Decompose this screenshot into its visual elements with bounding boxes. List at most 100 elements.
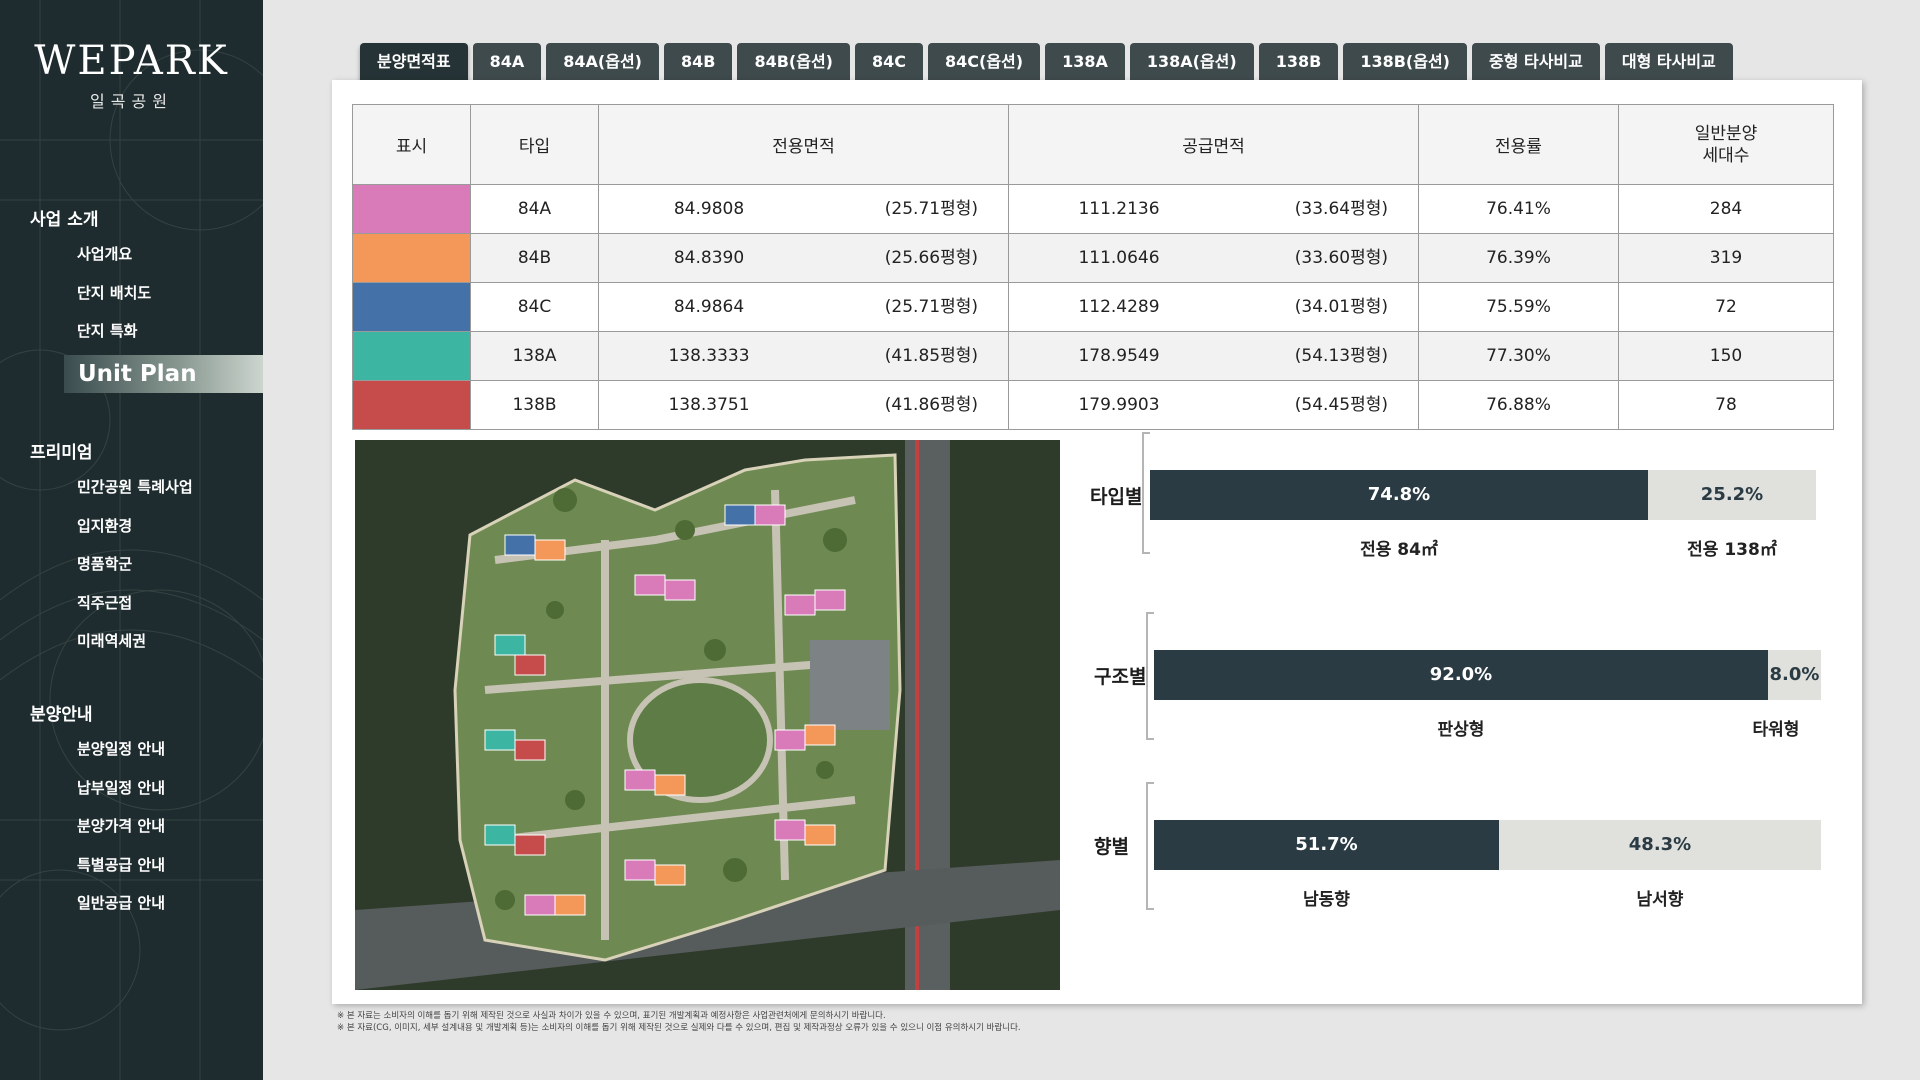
- cell-exclusive: 138.3751 (41.86평형): [598, 380, 1009, 430]
- stat-bracket: [1142, 432, 1150, 554]
- sidebar: WEPARK 일곡공원 사업 소개 사업개요 단지 배치도 단지 특화 Unit…: [0, 0, 263, 1080]
- nav-group-premium: 프리미엄 민간공원 특례사업 입지환경 명품학군 직주근접 미래역세권: [0, 438, 263, 661]
- tab-84a[interactable]: 84A: [472, 43, 542, 81]
- sidebar-item-station[interactable]: 미래역세권: [77, 632, 147, 650]
- supply-area: 178.9549: [1078, 346, 1160, 366]
- cell-type: 84C: [470, 282, 599, 332]
- exclusive-area: 138.3333: [668, 346, 750, 366]
- cell-type: 138B: [470, 380, 599, 430]
- tab-84c-option[interactable]: 84C(옵션): [928, 43, 1041, 81]
- supply-area: 111.2136: [1078, 199, 1160, 219]
- stat-title: 향별: [1094, 836, 1129, 858]
- type-color-swatch: [352, 331, 471, 381]
- stat-bar-segment-secondary: 48.3%: [1499, 820, 1821, 870]
- exclusive-pyeong: (25.71평형): [884, 199, 978, 219]
- table-row: 138A 138.3333 (41.85평형) 178.9549 (54.13평형) 77…: [352, 331, 1834, 381]
- sidebar-item-schedule[interactable]: 분양일정 안내: [77, 740, 166, 758]
- tab-84a-option[interactable]: 84A(옵션): [546, 43, 659, 81]
- nav-group-title: 사업 소개: [30, 210, 99, 230]
- sidebar-item-general-supply[interactable]: 일반공급 안내: [77, 894, 166, 912]
- supply-pyeong: (33.64평형): [1294, 199, 1388, 219]
- cell-exclusive: 84.9808 (25.71평형): [598, 184, 1009, 234]
- stat-label-secondary: 타워형: [1752, 720, 1800, 740]
- supply-pyeong: (54.45평형): [1294, 395, 1388, 415]
- stat-title: 타입별: [1090, 486, 1143, 508]
- stat-label-primary: 전용 84㎡: [1360, 540, 1438, 560]
- cell-ratio: 75.59%: [1418, 282, 1619, 332]
- sidebar-item-park-project[interactable]: 민간공원 특례사업: [77, 478, 193, 496]
- cell-households: 150: [1618, 331, 1834, 381]
- stat-bar: 92.0% 8.0%: [1154, 650, 1821, 700]
- stat-label-secondary: 전용 138㎡: [1687, 540, 1777, 560]
- site-plan-image: [355, 440, 1060, 990]
- table-row: 84C 84.9864 (25.71평형) 112.4289 (34.01평형) 75.5…: [352, 282, 1834, 332]
- cell-supply: 112.4289 (34.01평형): [1008, 282, 1419, 332]
- exclusive-area: 84.9864: [673, 297, 745, 317]
- cell-type: 138A: [470, 331, 599, 381]
- col-households: 일반분양 세대수: [1618, 104, 1834, 185]
- sidebar-item-unit-plan[interactable]: Unit Plan: [64, 354, 263, 393]
- tab-large-compare[interactable]: 대형 타사비교: [1604, 43, 1733, 81]
- cell-households: 78: [1618, 380, 1834, 430]
- cell-supply: 179.9903 (54.45평형): [1008, 380, 1419, 430]
- exclusive-area: 138.3751: [668, 395, 750, 415]
- stat-label-primary: 남동향: [1303, 890, 1350, 910]
- tab-84c[interactable]: 84C: [854, 43, 923, 81]
- stat-label-primary: 판상형: [1437, 720, 1485, 740]
- nav-group-sales: 분양안내 분양일정 안내 납부일정 안내 분양가격 안내 특별공급 안내 일반공…: [0, 700, 263, 923]
- stat-title: 구조별: [1094, 666, 1147, 688]
- cell-ratio: 77.30%: [1418, 331, 1619, 381]
- tab-138a-option[interactable]: 138A(옵션): [1129, 43, 1254, 81]
- sidebar-item-overview[interactable]: 사업개요: [77, 245, 133, 263]
- nav-group-title: 분양안내: [30, 705, 93, 725]
- exclusive-area: 84.8390: [673, 248, 745, 268]
- stat-bar: 51.7% 48.3%: [1154, 820, 1821, 870]
- type-color-swatch: [352, 233, 471, 283]
- table-header-row: 표시 타입 전용면적 공급면적 전용률 일반분양 세대수: [352, 104, 1834, 185]
- tab-84b[interactable]: 84B: [663, 43, 733, 81]
- site-plan-drawing: [355, 440, 1060, 990]
- exclusive-pyeong: (25.66평형): [884, 248, 978, 268]
- exclusive-area: 84.9808: [673, 199, 745, 219]
- cell-households: 319: [1618, 233, 1834, 283]
- col-supply: 공급면적: [1008, 104, 1419, 185]
- sidebar-item-site-layout[interactable]: 단지 배치도: [77, 283, 152, 302]
- table-row: 138B 138.3751 (41.86평형) 179.9903 (54.45평형) 76…: [352, 380, 1834, 430]
- tab-138b-option[interactable]: 138B(옵션): [1343, 43, 1467, 81]
- stat-bar-segment-primary: 74.8%: [1150, 470, 1648, 520]
- brand-subtitle: 일곡공원: [90, 92, 173, 111]
- supply-pyeong: (34.01평형): [1294, 297, 1388, 317]
- type-color-swatch: [352, 282, 471, 332]
- sidebar-item-special-supply[interactable]: 특별공급 안내: [77, 855, 166, 874]
- stat-bar-segment-primary: 92.0%: [1154, 650, 1768, 700]
- tab-138a[interactable]: 138A: [1045, 43, 1125, 81]
- nav-group-intro: 사업 소개 사업개요 단지 배치도 단지 특화 Unit Plan: [0, 205, 263, 393]
- tab-84b-option[interactable]: 84B(옵션): [737, 43, 850, 81]
- supply-area: 111.0646: [1078, 248, 1160, 268]
- sidebar-item-price[interactable]: 분양가격 안내: [77, 817, 166, 835]
- brand-name: WEPARK: [34, 38, 229, 84]
- tab-bar: 분양면적표 84A 84A(옵션) 84B 84B(옵션) 84C 84C(옵션…: [360, 43, 1733, 81]
- tab-mid-compare[interactable]: 중형 타사비교: [1471, 43, 1600, 81]
- cell-ratio: 76.88%: [1418, 380, 1619, 430]
- sidebar-item-special[interactable]: 단지 특화: [77, 322, 138, 340]
- sidebar-item-jobs[interactable]: 직주근접: [77, 593, 133, 612]
- sidebar-item-schools[interactable]: 명품학군: [77, 555, 133, 573]
- tab-138b[interactable]: 138B: [1258, 43, 1339, 81]
- type-color-swatch: [352, 380, 471, 430]
- cell-exclusive: 84.8390 (25.66평형): [598, 233, 1009, 283]
- cell-ratio: 76.41%: [1418, 184, 1619, 234]
- supply-area: 179.9903: [1078, 395, 1160, 415]
- sidebar-pattern: [0, 0, 263, 1080]
- content-panel: 표시 타입 전용면적 공급면적 전용률 일반분양 세대수 84A 84.9808 (…: [332, 80, 1862, 1004]
- table-row: 84B 84.8390 (25.66평형) 111.0646 (33.60평형) 76.3…: [352, 233, 1834, 283]
- brand-logo[interactable]: WEPARK 일곡공원: [0, 38, 263, 112]
- tab-area-table[interactable]: 분양면적표: [360, 43, 468, 81]
- sidebar-item-location[interactable]: 입지환경: [77, 516, 133, 535]
- supply-pyeong: (33.60평형): [1294, 248, 1388, 268]
- nav-group-title: 프리미엄: [30, 443, 93, 463]
- sidebar-item-payment[interactable]: 납부일정 안내: [77, 778, 166, 797]
- cell-exclusive: 84.9864 (25.71평형): [598, 282, 1009, 332]
- cell-type: 84B: [470, 233, 599, 283]
- stat-bar-segment-secondary: 25.2%: [1648, 470, 1816, 520]
